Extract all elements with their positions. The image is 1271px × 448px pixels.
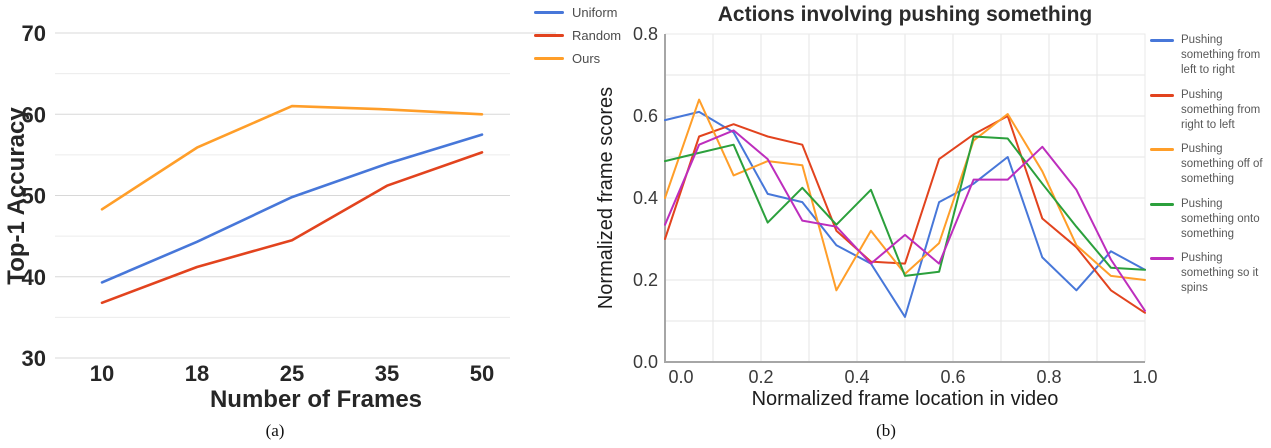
x-tick-label: 0.0 [668,367,693,387]
plot-border [665,33,1146,362]
legend-item: Ours [534,49,621,67]
x-tick-label: 18 [185,361,209,386]
series-line-pushing-something-onto-something [664,135,1146,277]
caption-a: (a) [265,421,285,440]
legend-swatch-icon [534,56,564,60]
y-tick-label: 70 [22,21,46,46]
legend-label: Pushing something onto something [1181,197,1260,240]
x-tick-label: 0.4 [844,367,869,387]
x-tick-label: 0.8 [1036,367,1061,387]
legend-swatch-icon [534,10,564,14]
chart-title: Actions involving pushing something [718,3,1093,26]
x-tick-label: 1.0 [1132,367,1157,387]
series-line-uniform [100,133,484,284]
y-tick-label: 40 [22,265,46,290]
x-axis-title: Normalized frame location in video [752,388,1059,410]
legend-item: Pushing something from right to left [1150,88,1268,134]
series-line-random [100,151,484,305]
frame-scores-chart: 0.0 0.2 0.4 0.6 0.8 1.0 0.0 0.2 0.4 0.6 0.8 Actions… [595,3,1158,410]
legend-swatch-icon [1150,148,1174,152]
legend-label: Uniform [572,4,618,20]
caption-b: (b) [876,421,896,440]
legend-swatch-icon [1150,257,1174,261]
x-tick-label: 0.6 [940,367,965,387]
legend-swatch-icon [1150,93,1174,97]
y-tick-label: 60 [22,102,46,127]
legend-item: Random [534,26,621,44]
series-line-pushing-something-from-left-to-right [664,110,1146,318]
legend-item: Uniform [534,3,621,21]
legend-label: Pushing something from right to left [1181,88,1261,131]
x-axis-title: Number of Frames [210,386,422,413]
accuracy-chart: 30 40 50 60 70 10 18 25 35 50 Number of Frames Top-… [3,21,556,413]
y-tick-label: 0.2 [633,270,658,290]
legend-label: Pushing something from left to right [1181,34,1261,77]
legend-item: Pushing something off of something [1150,142,1268,188]
legend-label: Pushing something so it spins [1181,252,1259,295]
legend-frame-sampling: Uniform Random Ours [534,3,621,67]
y-axis-title: Top-1 Accuracy [3,107,30,285]
y-tick-label: 0.6 [633,106,658,126]
y-tick-label: 0.0 [633,352,658,372]
legend-label: Pushing something off of something [1181,143,1263,186]
x-tick-label: 50 [470,361,494,386]
x-tick-label: 35 [375,361,399,386]
legend-swatch-icon [1150,202,1174,206]
legend-item: Pushing something so it spins [1150,251,1268,297]
legend-swatch-icon [1150,39,1174,42]
y-axis-title: Normalized frame scores [595,87,617,309]
legend-label: Random [572,27,622,43]
x-tick-label: 0.2 [748,367,773,387]
series-line-pushing-something-so-it-spins [664,129,1146,312]
y-tick-label: 0.4 [633,188,658,208]
x-tick-label: 25 [280,361,304,386]
y-tick-label: 30 [22,346,46,371]
legend-swatch-icon [534,33,564,37]
legend-label: Ours [572,50,601,66]
legend-item: Pushing something from left to right [1150,33,1268,79]
axis-lines [664,34,1145,363]
x-tick-label: 10 [90,361,114,386]
y-tick-label: 0.8 [633,24,658,44]
legend-item: Pushing something onto something [1150,197,1268,243]
y-tick-label: 50 [22,184,46,209]
legend-pushing-actions: Pushing something from left to right Push… [1150,33,1268,297]
series-line-pushing-something-from-right-to-left [664,115,1146,314]
series-line-ours [100,104,484,211]
